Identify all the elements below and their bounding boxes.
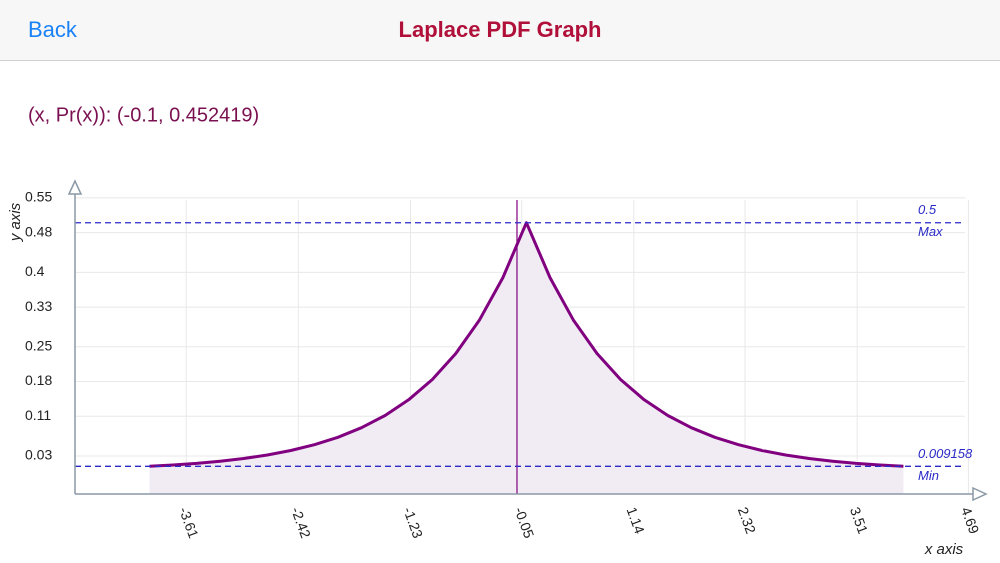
- x-axis-label: x axis: [924, 541, 964, 558]
- x-axis-arrow: [972, 486, 988, 502]
- readout: (x, Pr(x)): (-0.1, 0.452419): [28, 104, 259, 126]
- y-tick-label: 0.33: [25, 298, 52, 314]
- area: [149, 222, 904, 494]
- reference-value: 0.5: [918, 202, 937, 217]
- plot: 0.03 0.11 0.18 0.25 0.33 0.4 0.48 0.55 -3.61 -2.4…: [25, 189, 983, 541]
- nav-title: Laplace PDF Graph: [399, 17, 602, 42]
- y-tick-label: 0.03: [25, 447, 52, 463]
- x-tick-label: 1.14: [624, 505, 648, 536]
- y-tick-label: 0.48: [25, 223, 52, 239]
- x-tick-label: 4.69: [958, 505, 982, 536]
- y-tick-label: 0.11: [25, 407, 51, 423]
- y-tick-label: 0.55: [25, 189, 52, 205]
- x-tick-label: -0.05: [511, 505, 537, 541]
- back-button[interactable]: Back: [28, 17, 78, 42]
- y-tick-label: 0.4: [25, 263, 45, 279]
- x-tick-label: -2.42: [288, 505, 314, 541]
- reference-label: Max: [918, 224, 943, 239]
- nav-bar: [0, 0, 1000, 60]
- x-tick-label: 2.32: [735, 505, 759, 536]
- reference-label: Min: [918, 468, 939, 483]
- x-tick-label: -1.23: [400, 505, 426, 541]
- y-tick-label: 0.25: [25, 337, 52, 353]
- y-axis-arrow: [67, 179, 83, 195]
- x-tick-label: -3.61: [176, 505, 202, 541]
- y-tick-label: 0.18: [25, 372, 52, 388]
- x-tick-label: 3.51: [847, 505, 871, 536]
- y-axis-label: y axis: [7, 202, 24, 242]
- reference-value: 0.009158: [918, 446, 973, 461]
